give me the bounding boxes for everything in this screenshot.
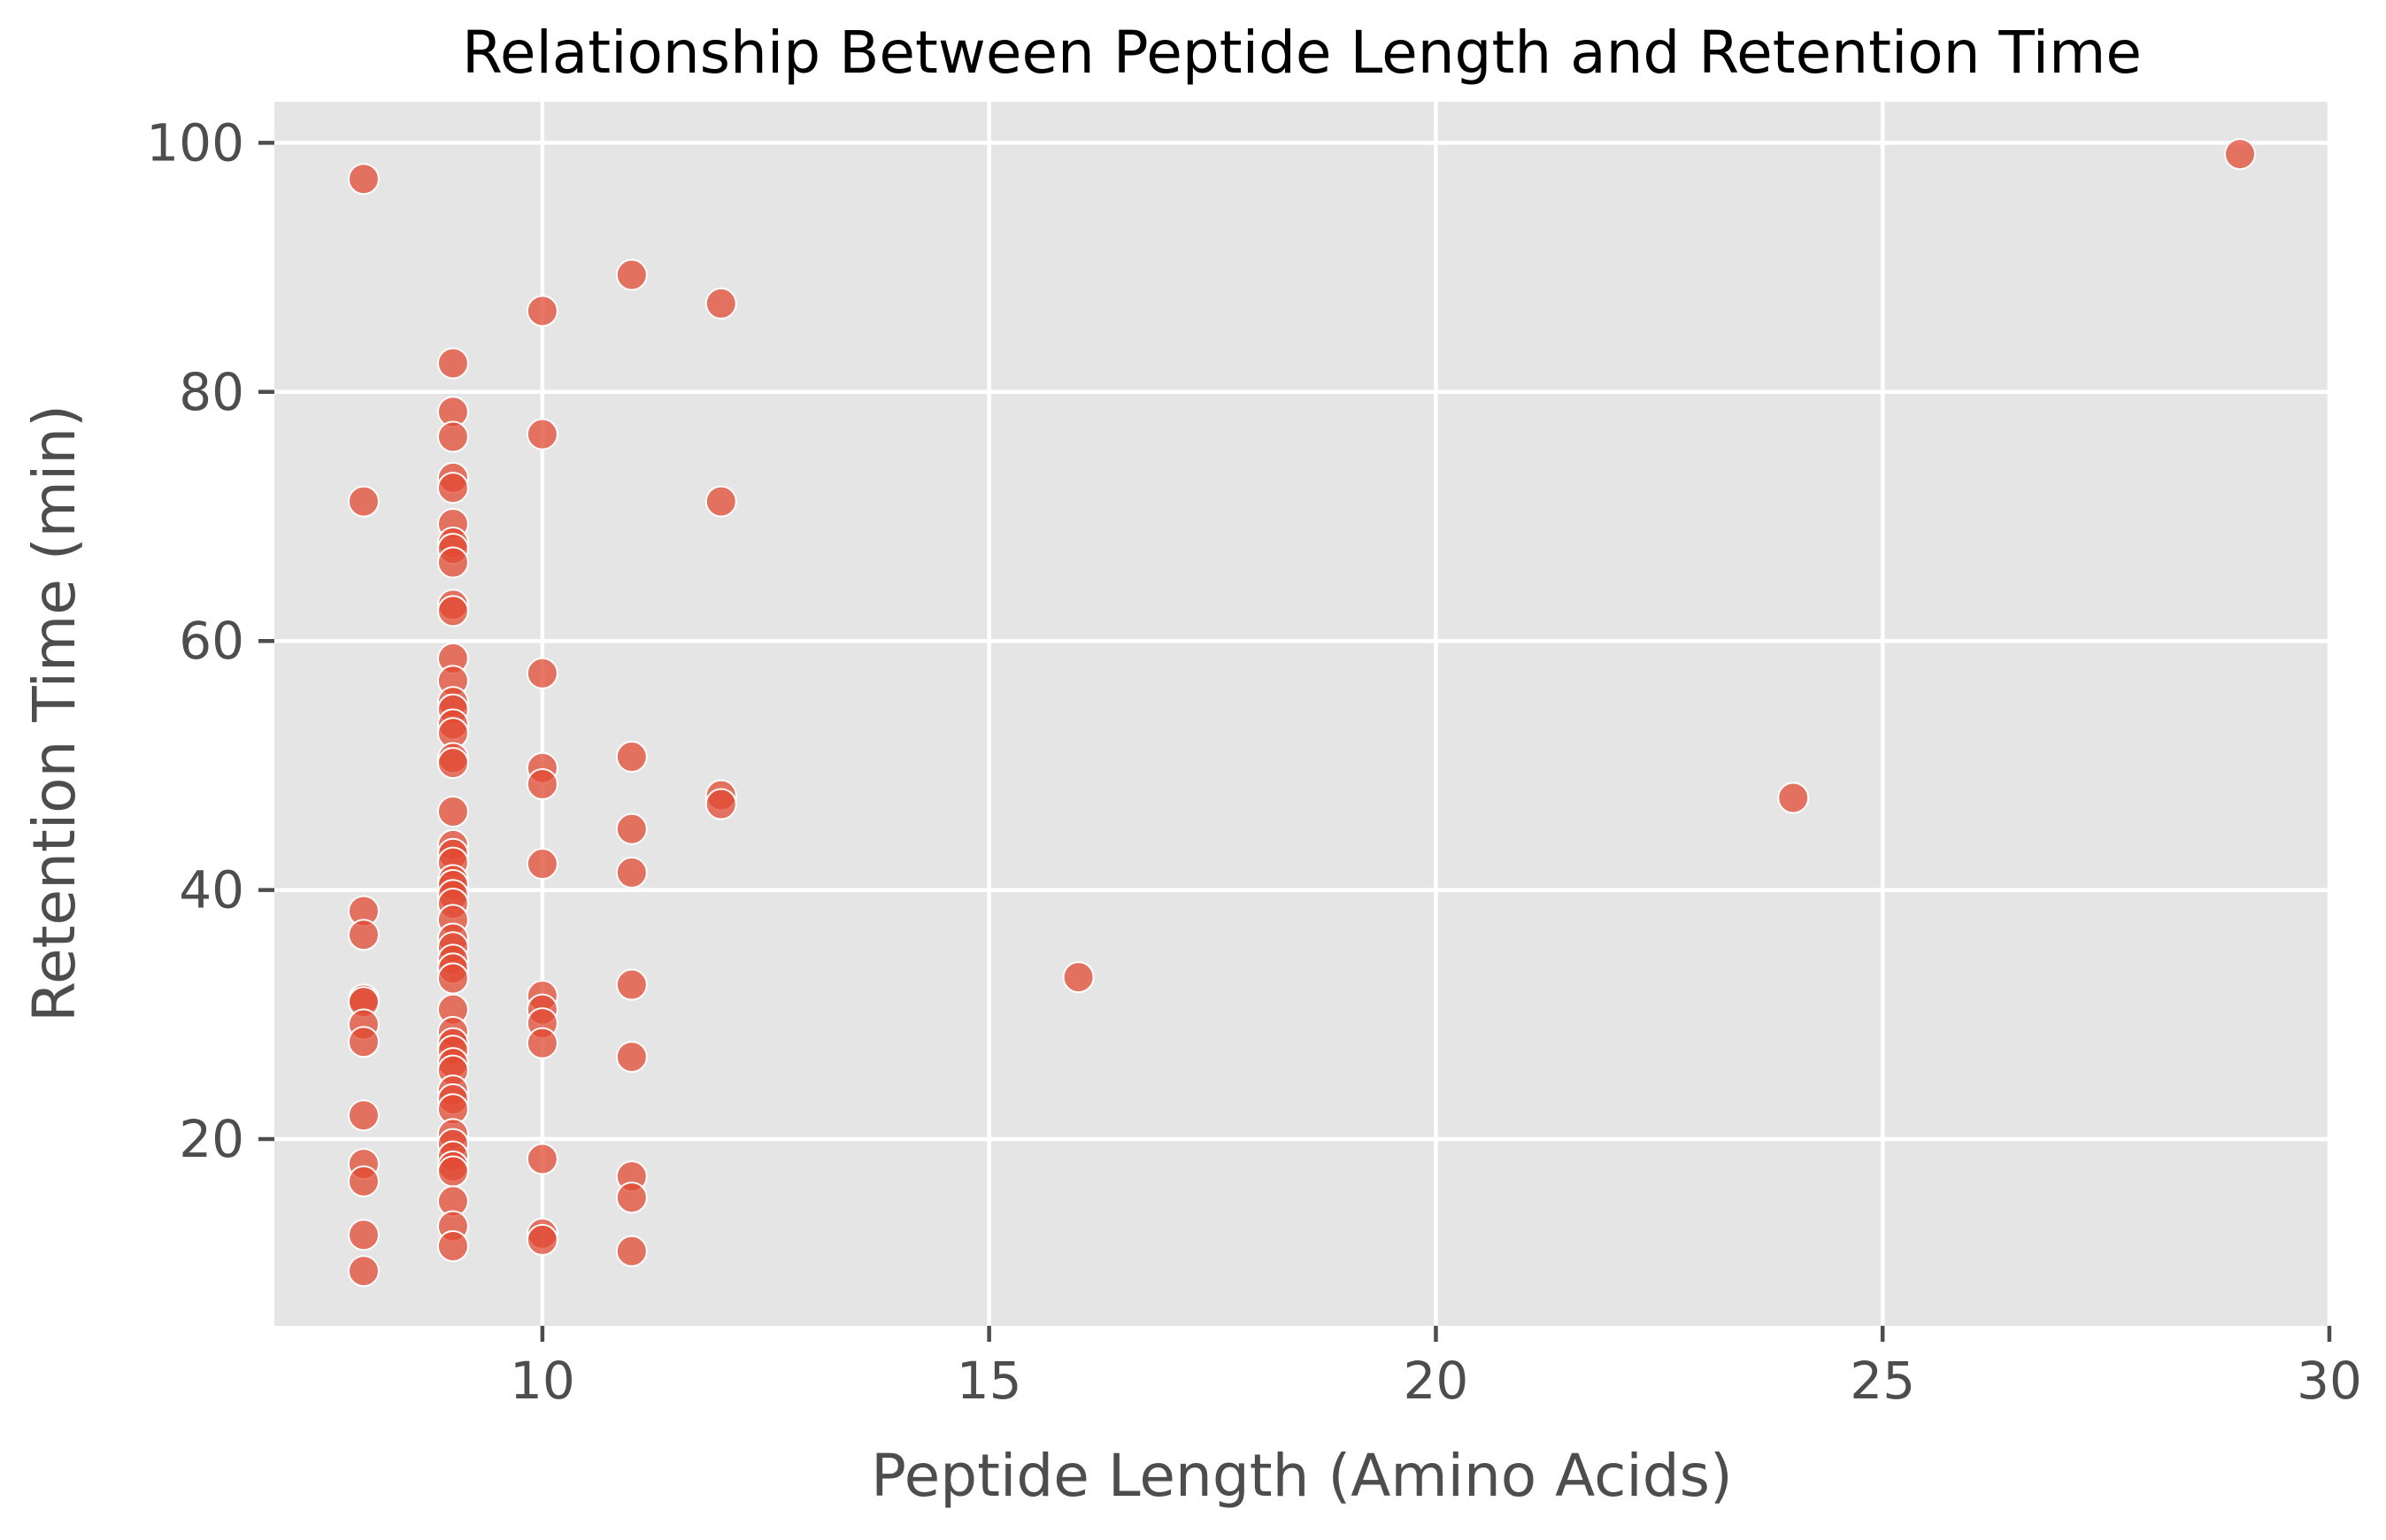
- y-tick-label: 60: [179, 611, 244, 671]
- x-tick-label: 25: [1850, 1351, 1915, 1411]
- data-point: [704, 287, 737, 320]
- data-point: [526, 418, 558, 450]
- x-tick-label: 15: [957, 1351, 1022, 1411]
- data-point: [1062, 961, 1095, 994]
- data-point: [347, 1165, 380, 1197]
- data-point: [615, 258, 648, 291]
- data-point: [615, 968, 648, 1001]
- y-tick-label: 20: [179, 1109, 244, 1169]
- y-tick-label: 40: [179, 860, 244, 920]
- data-point: [615, 856, 648, 889]
- data-point: [615, 741, 648, 774]
- data-point: [526, 657, 558, 689]
- x-tick-label: 20: [1404, 1351, 1469, 1411]
- data-point: [436, 1155, 469, 1188]
- data-point: [526, 848, 558, 881]
- data-point: [347, 919, 380, 951]
- data-point: [615, 1235, 648, 1267]
- data-point: [436, 747, 469, 780]
- data-point: [2224, 138, 2257, 171]
- data-point: [347, 485, 380, 518]
- data-point: [615, 1182, 648, 1214]
- y-tick-label: 100: [146, 112, 244, 173]
- plot-background: [274, 102, 2329, 1326]
- x-axis-label: Peptide Length (Amino Acids): [871, 1442, 1733, 1510]
- data-point: [347, 163, 380, 196]
- x-tick-label: 10: [510, 1351, 575, 1411]
- data-point: [436, 420, 469, 453]
- data-point: [436, 347, 469, 380]
- data-point: [347, 1026, 380, 1059]
- data-point: [704, 485, 737, 518]
- data-point: [436, 962, 469, 995]
- data-point: [615, 812, 648, 845]
- data-point: [436, 546, 469, 579]
- data-point: [436, 472, 469, 504]
- y-axis-label: Retention Time (min): [20, 404, 89, 1022]
- data-point: [347, 1219, 380, 1251]
- data-point: [704, 788, 737, 820]
- data-point: [526, 1027, 558, 1059]
- data-point: [526, 1223, 558, 1256]
- chart-title: Relationship Between Peptide Length and …: [462, 19, 2142, 87]
- axis-ticks: 10 15 20 25 30 20 40 60 80 100: [146, 112, 2362, 1411]
- data-point: [436, 1229, 469, 1262]
- y-tick-label: 80: [179, 362, 244, 422]
- data-point: [347, 1255, 380, 1288]
- data-points: [347, 138, 2257, 1288]
- data-point: [436, 595, 469, 628]
- data-point: [526, 1143, 558, 1175]
- data-point: [347, 1099, 380, 1132]
- grid-lines: [274, 102, 2332, 1326]
- data-point: [615, 1041, 648, 1074]
- x-tick-label: 30: [2297, 1351, 2362, 1411]
- data-point: [526, 295, 558, 327]
- data-point: [526, 767, 558, 800]
- data-point: [1777, 782, 1810, 814]
- data-point: [436, 795, 469, 828]
